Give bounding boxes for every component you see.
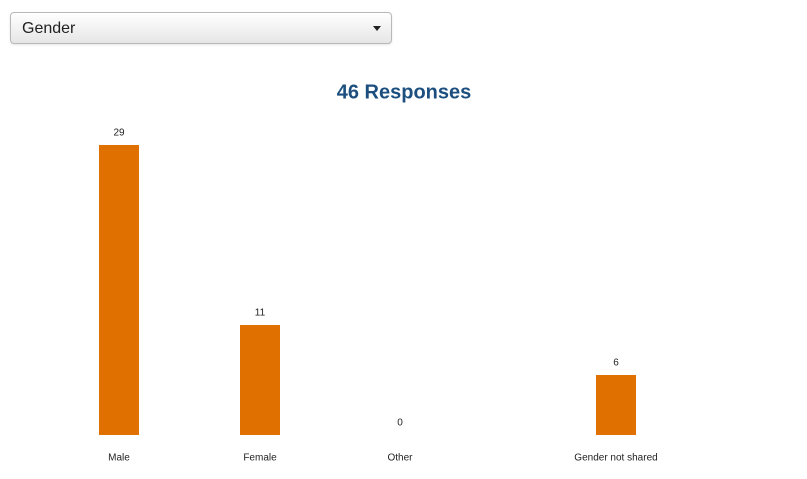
x-tick-label: Male <box>108 453 130 464</box>
x-tick-label: Gender not shared <box>574 453 657 464</box>
data-label: 6 <box>613 358 619 369</box>
chart-title: 46 Responses <box>337 81 472 103</box>
dropdown[interactable]: Gender <box>10 12 392 44</box>
data-label: 11 <box>255 308 266 319</box>
data-label: 29 <box>113 128 125 139</box>
dropdown-label: Gender <box>22 20 76 37</box>
bar <box>596 375 636 435</box>
bar <box>240 325 280 435</box>
bar <box>99 145 139 435</box>
caret <box>373 26 381 31</box>
x-tick-label: Female <box>243 453 277 464</box>
data-label: 0 <box>397 418 403 429</box>
x-tick-label: Other <box>387 453 413 464</box>
